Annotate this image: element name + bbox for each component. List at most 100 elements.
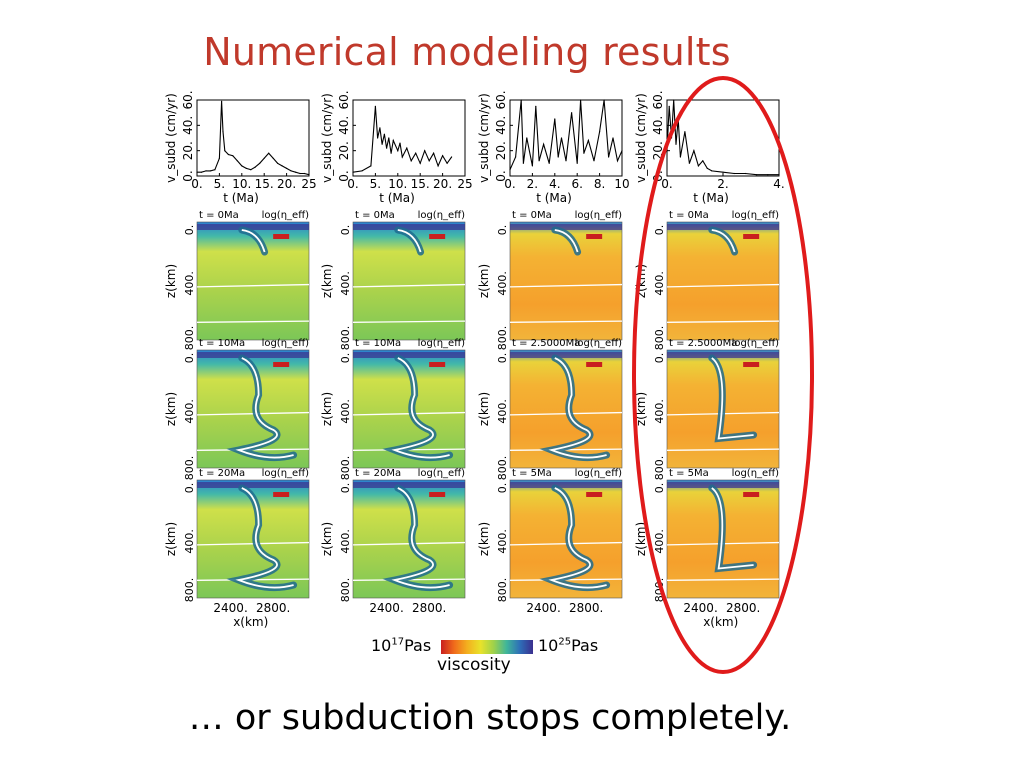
y-tick-label: 40.: [181, 116, 195, 135]
velocity-point: [406, 147, 408, 149]
velocity-point: [571, 112, 573, 114]
x-tick-label: 15.: [411, 177, 430, 191]
x-axis-label: t (Ma): [536, 191, 572, 205]
z-tick-label: 800.: [339, 326, 352, 351]
z-axis-label: z(km): [164, 264, 178, 298]
velocity-point: [299, 172, 301, 175]
panel-time-label: t = 0Ma: [669, 210, 709, 221]
x-tick-label: 6.: [571, 177, 582, 191]
z-tick-label: 400.: [339, 271, 352, 296]
velocity-point: [222, 131, 224, 133]
z-axis-label: z(km): [477, 522, 491, 556]
velocity-point: [241, 165, 243, 167]
z-tick-label: 400.: [653, 529, 666, 554]
z-tick-label: 800.: [496, 456, 509, 481]
overriding-plate-marker: [743, 492, 760, 497]
depth-contour-line: [509, 320, 623, 323]
z-tick-label: 800.: [496, 326, 509, 351]
velocity-point: [679, 156, 682, 158]
y-tick-label: 0.: [181, 170, 195, 181]
depth-contour-line: [666, 283, 780, 288]
panel-time-label: t = 20Ma: [199, 468, 245, 479]
panel-scale-label: log(η_eff): [575, 468, 623, 479]
velocity-point: [612, 137, 614, 139]
velocity-point: [621, 150, 623, 152]
y-tick-label: 20.: [494, 141, 508, 160]
depth-contour-line: [352, 283, 466, 288]
z-tick-label: 800.: [339, 578, 352, 603]
z-tick-label: 800.: [183, 326, 196, 351]
z-tick-label: 800.: [183, 578, 196, 603]
velocity-point: [684, 131, 686, 133]
velocity-point: [205, 170, 207, 172]
x-tick-label: 2800.: [569, 601, 603, 615]
velocity-point: [560, 137, 563, 139]
z-axis-label: z(km): [477, 264, 491, 298]
slab-outline: [391, 357, 450, 459]
velocity-point: [277, 162, 279, 164]
velocity-point: [688, 162, 691, 164]
panel-time-label: t = 5Ma: [669, 468, 709, 479]
overriding-plate-marker: [429, 362, 446, 367]
x-tick-label: 2.: [717, 177, 728, 191]
velocity-point: [668, 105, 670, 107]
velocity-point: [259, 162, 261, 164]
x-axis-label: x(km): [233, 615, 268, 629]
x-axis-label: t (Ma): [223, 191, 259, 205]
velocity-point: [286, 167, 288, 169]
viscosity-map: [352, 221, 466, 341]
panel-scale-label: log(η_eff): [575, 210, 623, 221]
velocity-point: [576, 162, 578, 164]
velocity-point: [603, 99, 605, 101]
panel-time-label: t = 5Ma: [512, 468, 552, 479]
velocity-point: [281, 165, 283, 167]
velocity-point: [733, 172, 735, 175]
panel-scale-label: log(η_eff): [418, 338, 466, 349]
slab-outline: [241, 229, 266, 253]
lithosphere-band: [353, 482, 465, 488]
velocity-plot-frame: [509, 99, 623, 177]
velocity-point: [535, 105, 537, 107]
velocity-point: [522, 162, 525, 164]
x-tick-label: 25: [457, 177, 472, 191]
x-tick-label: 8.: [594, 177, 605, 191]
velocity-point: [419, 162, 421, 164]
panel-time-label: t = 10Ma: [355, 338, 401, 349]
lithosphere-band: [510, 352, 622, 358]
velocity-point: [214, 169, 216, 171]
z-tick-label: 400.: [339, 399, 352, 424]
panel-scale-label: log(η_eff): [262, 468, 310, 479]
velocity-point: [702, 160, 704, 162]
z-axis-label: z(km): [164, 522, 178, 556]
z-tick-label: 400.: [183, 271, 196, 296]
velocity-plot-frame: [352, 99, 466, 177]
velocity-series-line: [509, 99, 623, 170]
z-tick-label: 0.: [183, 353, 196, 364]
velocity-point: [410, 160, 412, 162]
panel-scale-label: log(η_eff): [732, 468, 780, 479]
velocity-point: [675, 143, 677, 145]
slide-caption: … or subduction stops completely.: [188, 698, 792, 738]
x-tick-label: 0.: [191, 177, 202, 191]
x-tick-label: 4.: [549, 177, 560, 191]
z-tick-label: 800.: [339, 456, 352, 481]
x-tick-label: 2400.: [369, 601, 403, 615]
velocity-point: [370, 165, 372, 167]
z-tick-label: 400.: [496, 399, 509, 424]
y-axis-label: v_subd (cm/yr): [164, 93, 178, 183]
velocity-point: [706, 167, 708, 169]
velocity-point: [352, 171, 354, 173]
x-tick-label: 2.: [527, 177, 538, 191]
velocity-point: [401, 156, 403, 158]
velocity-point: [767, 174, 769, 176]
velocity-point: [424, 150, 426, 152]
velocity-point: [383, 133, 385, 135]
slab-outline: [554, 229, 579, 253]
overriding-plate-marker: [743, 234, 760, 239]
depth-contour-line: [196, 320, 310, 323]
velocity-point: [232, 155, 234, 157]
slab-outline: [548, 357, 607, 459]
depth-contour-line: [666, 578, 780, 581]
y-tick-label: 40.: [494, 116, 508, 135]
